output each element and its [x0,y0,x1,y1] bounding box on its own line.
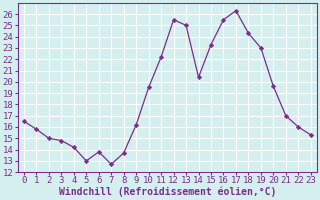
X-axis label: Windchill (Refroidissement éolien,°C): Windchill (Refroidissement éolien,°C) [59,187,276,197]
